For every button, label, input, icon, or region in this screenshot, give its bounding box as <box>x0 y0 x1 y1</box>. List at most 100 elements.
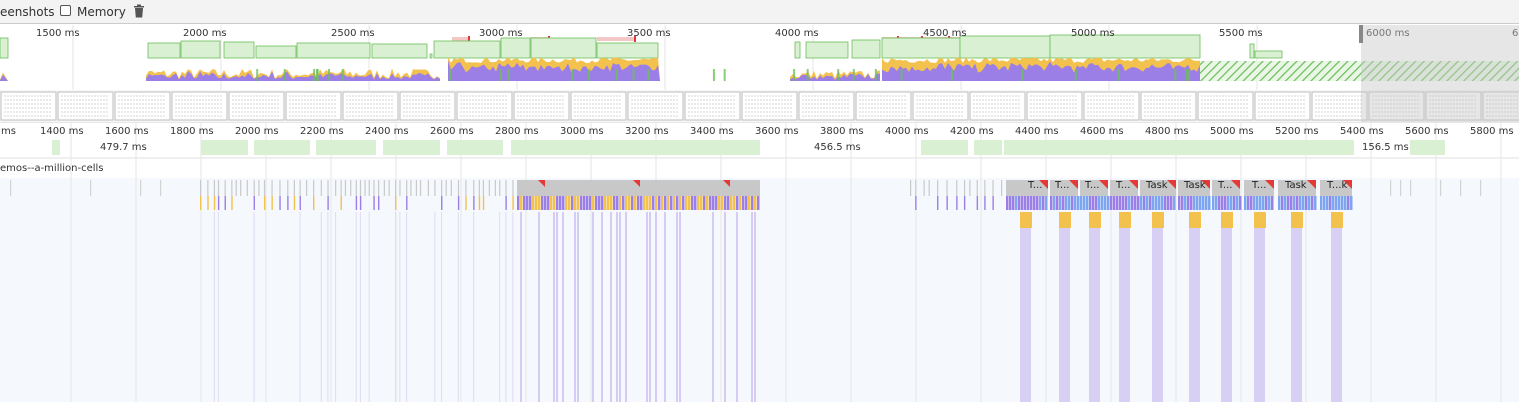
sub-task <box>1053 196 1056 210</box>
cpu-painting <box>837 69 840 81</box>
task-sliver <box>1001 180 1003 196</box>
cpu-painting <box>449 69 452 81</box>
sub-task <box>1230 196 1233 210</box>
sub-task <box>601 196 604 210</box>
sub-task <box>1095 196 1098 210</box>
fps-bar <box>147 42 181 59</box>
screenshot-thumb <box>114 91 171 121</box>
timeline-overview[interactable] <box>0 25 1519 122</box>
overview-tick: 6 <box>1512 28 1519 39</box>
performance-toolbar: eenshots Memory <box>0 0 1519 24</box>
task-sliver <box>299 180 301 196</box>
task-sliver <box>1440 180 1442 196</box>
task-sliver <box>10 180 12 196</box>
task-label: Task <box>1184 180 1206 191</box>
screenshots-label: eenshots <box>0 5 55 19</box>
sub-task <box>574 196 577 210</box>
task-sliver <box>383 180 385 196</box>
sub-task <box>441 196 443 210</box>
cpu-painting <box>852 69 855 81</box>
sub-task <box>915 196 917 210</box>
cpu-painting <box>283 69 286 81</box>
sub-task <box>691 196 694 210</box>
thumb-frame <box>399 91 456 121</box>
cpu-painting <box>723 69 726 81</box>
sub-task <box>718 196 721 210</box>
flame-chart[interactable] <box>0 122 1519 402</box>
main-thread-track-label[interactable]: emos--a-million-cells <box>0 163 104 174</box>
sub-task <box>1205 196 1208 210</box>
sub-task <box>643 196 646 210</box>
fps-bar <box>433 40 501 59</box>
memory-checkbox[interactable] <box>60 5 71 16</box>
deep-stack <box>619 212 621 402</box>
screenshot-thumb <box>513 91 570 121</box>
sub-task <box>1290 196 1293 210</box>
task-sliver <box>1480 180 1482 196</box>
deep-stack <box>441 212 443 402</box>
sub-task <box>598 196 601 210</box>
sub-task <box>200 196 202 210</box>
frame-block <box>921 140 968 155</box>
sub-task <box>1323 196 1326 210</box>
sub-task <box>736 196 739 210</box>
overview-tick: 6000 ms <box>1366 28 1410 39</box>
cpu-painting <box>499 69 502 81</box>
fps-bar <box>959 35 1051 59</box>
fps-bar <box>371 43 428 59</box>
sub-task <box>1218 196 1221 210</box>
sub-task <box>1308 196 1311 210</box>
sub-task <box>613 196 616 210</box>
task-sliver <box>140 180 142 196</box>
sub-task <box>1170 196 1173 210</box>
task-sliver <box>388 180 390 196</box>
sub-task <box>1338 196 1341 210</box>
sub-task <box>637 196 640 210</box>
long-task-flag <box>1167 180 1176 189</box>
long-task-flag <box>1099 180 1108 189</box>
cpu-painting <box>256 69 259 81</box>
sub-task <box>956 196 958 210</box>
sub-task <box>562 196 565 210</box>
deep-stack <box>676 212 678 402</box>
frame-block <box>447 140 503 155</box>
sub-task <box>676 196 679 210</box>
sub-task <box>634 196 637 210</box>
sub-task <box>628 196 631 210</box>
task-sliver <box>279 180 281 196</box>
sub-task <box>1350 196 1353 210</box>
deep-stack <box>355 212 357 402</box>
sub-task <box>1039 196 1042 210</box>
cpu-painting <box>507 69 510 81</box>
deep-stack <box>646 212 648 402</box>
frame-block <box>1004 140 1354 155</box>
task-sliver <box>395 180 397 196</box>
long-task-flag <box>1039 180 1048 189</box>
sub-task <box>727 196 730 210</box>
sub-task <box>1113 196 1116 210</box>
thumb-frame <box>798 91 855 121</box>
thumb-frame <box>57 91 114 121</box>
task-sliver <box>231 180 233 196</box>
trash-icon[interactable] <box>133 4 145 18</box>
thumb-frame <box>627 91 684 121</box>
sub-task <box>535 196 538 210</box>
sub-task <box>523 196 526 210</box>
sub-task <box>1278 196 1281 210</box>
deep-stack <box>1189 228 1200 402</box>
sub-task <box>1247 196 1250 210</box>
overview-tick: 5000 ms <box>1071 28 1115 39</box>
deep-stack <box>1254 228 1265 402</box>
fps-bar <box>0 37 9 59</box>
sub-task <box>340 196 342 210</box>
sub-task <box>1152 212 1164 228</box>
sub-task <box>706 196 709 210</box>
task-label: T... <box>1218 180 1233 191</box>
sub-task <box>1128 196 1131 210</box>
screenshot-thumb <box>969 91 1026 121</box>
task-sliver <box>434 180 436 196</box>
sub-task <box>682 196 685 210</box>
sub-task <box>715 196 718 210</box>
sub-task <box>1284 196 1287 210</box>
sub-task <box>724 196 727 210</box>
